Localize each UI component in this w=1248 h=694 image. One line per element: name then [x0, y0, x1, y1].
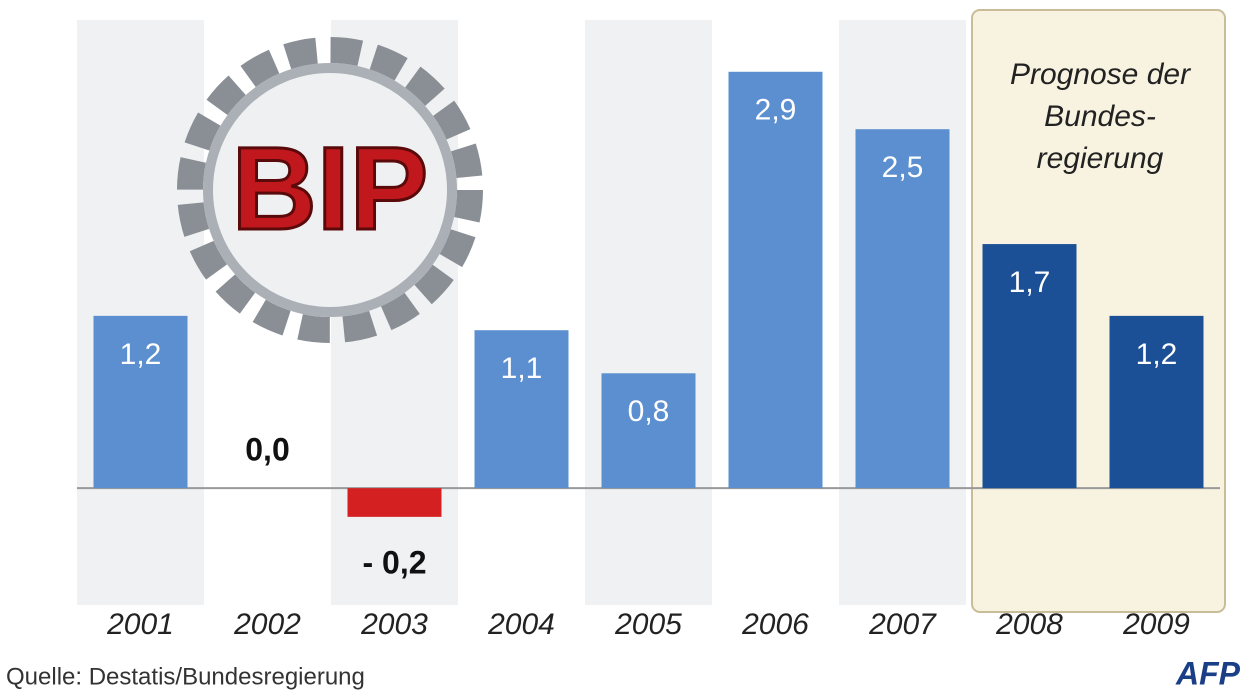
- x-tick-label: 2002: [233, 608, 301, 641]
- source: Quelle: Destatis/Bundesregierung: [6, 663, 365, 690]
- value-label: 2,9: [755, 94, 797, 127]
- x-tick-label: 2007: [868, 608, 937, 641]
- value-label: 0,0: [245, 432, 289, 468]
- value-label: 0,8: [628, 395, 670, 428]
- logo: AFP: [1175, 655, 1241, 691]
- annotation-line: regierung: [1037, 142, 1164, 175]
- value-label: - 0,2: [362, 544, 426, 580]
- bar: [347, 488, 442, 517]
- value-label: 1,1: [501, 352, 543, 385]
- value-label: 1,2: [1136, 338, 1178, 371]
- bar: [855, 129, 950, 489]
- x-tick-label: 2003: [360, 608, 428, 641]
- x-tick-label: 2004: [487, 608, 555, 641]
- bar: [728, 71, 823, 489]
- annotation-line: Bundes-: [1044, 100, 1156, 133]
- bar: [93, 315, 188, 489]
- x-tick-label: 2001: [106, 608, 174, 641]
- annotation-line: Prognose der: [1010, 58, 1191, 91]
- value-label: 2,5: [882, 151, 924, 184]
- x-tick-label: 2008: [995, 608, 1063, 641]
- bar: [1109, 315, 1204, 489]
- bar: [474, 330, 569, 489]
- column-stripe: [77, 20, 204, 605]
- value-label: 1,2: [120, 338, 162, 371]
- badge: BIP: [177, 37, 483, 343]
- bar: [982, 244, 1077, 489]
- x-tick-label: 2005: [614, 608, 682, 641]
- value-label: 1,7: [1009, 266, 1051, 299]
- bar: [601, 373, 696, 489]
- x-tick-label: 2009: [1122, 608, 1190, 641]
- x-tick-label: 2006: [741, 608, 809, 641]
- column-stripe: [585, 20, 712, 605]
- badge-text: BIP: [232, 123, 429, 255]
